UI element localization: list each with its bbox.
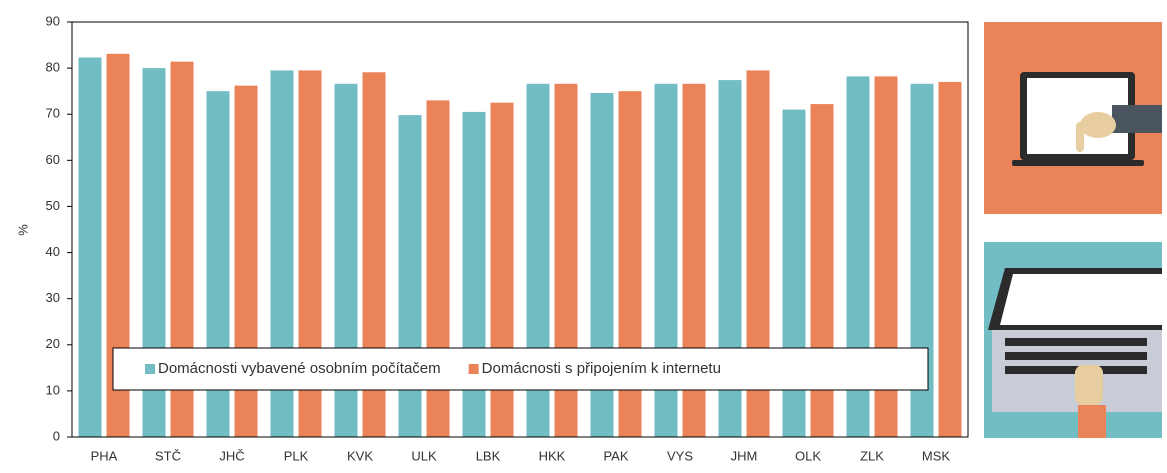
x-tick-label: MSK — [922, 448, 951, 463]
legend-swatch — [145, 364, 155, 374]
x-tick-label: LBK — [476, 448, 501, 463]
illustration-bottom — [984, 242, 1162, 438]
chart: % 0 10 20 30 40 50 60 70 80 90 PHA STČ JHČ PLK KVK ULK L… — [0, 0, 1167, 468]
y-tick-label: 80 — [46, 60, 60, 75]
legend: Domácnosti vybavené osobním počítačem Dom… — [113, 348, 928, 390]
x-tick-label: PLK — [284, 448, 309, 463]
page: {"chart_data": {"type": "bar", "y_label"… — [0, 0, 1167, 473]
legend-swatch — [469, 364, 479, 374]
bar — [939, 82, 962, 437]
y-tick-label: 40 — [46, 244, 60, 259]
y-tick-label: 90 — [46, 13, 60, 28]
y-tick-label: 20 — [46, 336, 60, 351]
x-tick-label: ULK — [411, 448, 437, 463]
x-tick-label: PAK — [603, 448, 628, 463]
x-tick-label: JHM — [731, 448, 758, 463]
illustration-top — [984, 22, 1162, 214]
x-tick-label: KVK — [347, 448, 373, 463]
y-tick-label: 10 — [46, 382, 60, 397]
y-tick-label: 30 — [46, 290, 60, 305]
x-tick-label: ZLK — [860, 448, 884, 463]
x-tick-label: STČ — [155, 448, 181, 463]
x-tick-label: PHA — [91, 448, 118, 463]
y-tick-label: 60 — [46, 152, 60, 167]
x-tick-label: VYS — [667, 448, 693, 463]
y-tick-label: 0 — [53, 428, 60, 443]
y-tick-label: 50 — [46, 198, 60, 213]
legend-label: Domácnosti vybavené osobním počítačem — [158, 360, 441, 377]
y-tick-label: 70 — [46, 106, 60, 121]
x-tick-label: JHČ — [219, 448, 244, 463]
y-axis-label: % — [15, 224, 30, 236]
bar — [79, 58, 102, 437]
x-tick-label: HKK — [539, 448, 566, 463]
legend-label: Domácnosti s připojením k internetu — [482, 360, 721, 377]
x-tick-label: OLK — [795, 448, 821, 463]
